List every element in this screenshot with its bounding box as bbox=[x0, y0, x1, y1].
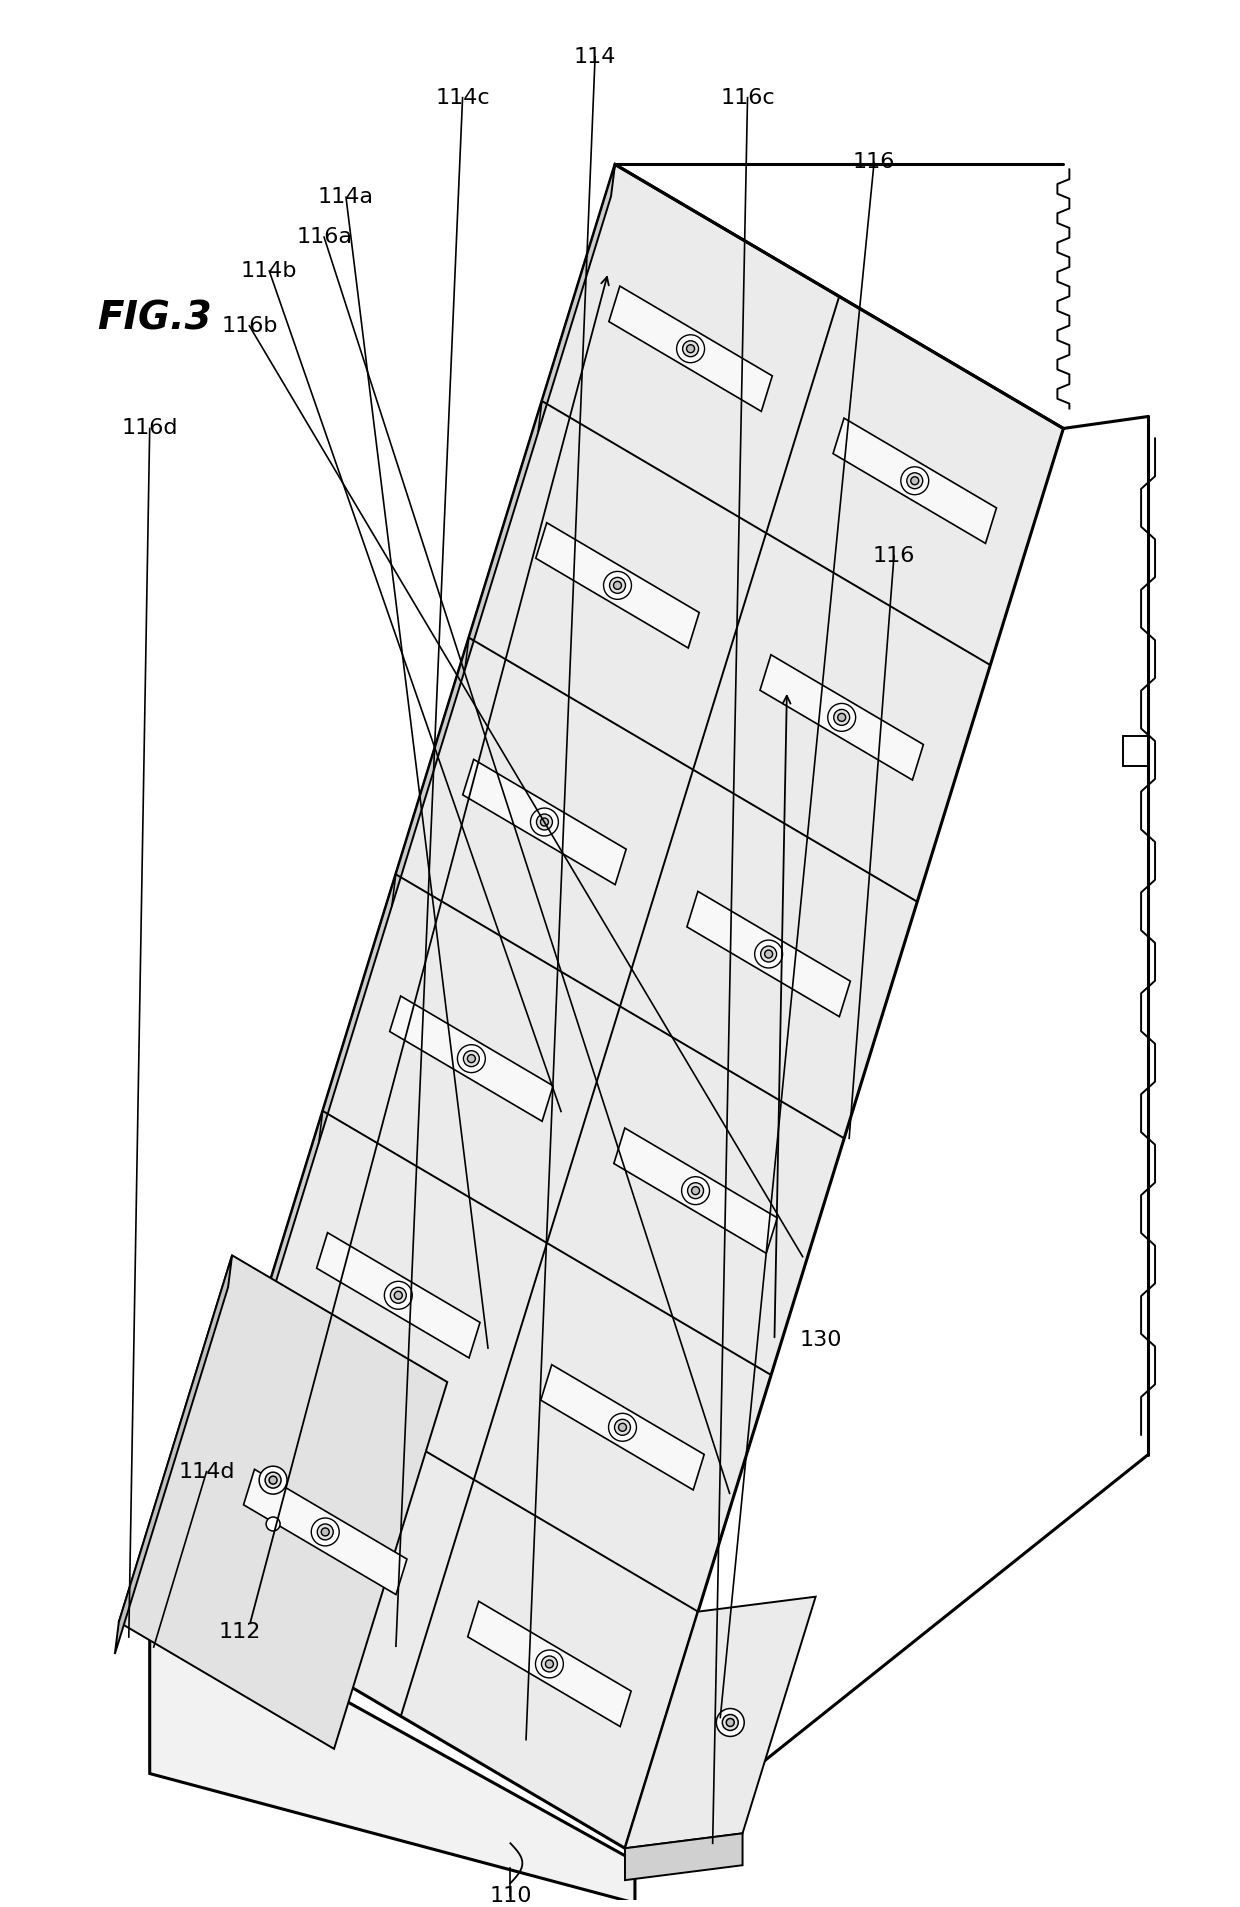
Text: 116c: 116c bbox=[720, 88, 775, 107]
Circle shape bbox=[321, 1528, 330, 1535]
Text: 110: 110 bbox=[489, 1886, 532, 1907]
Polygon shape bbox=[176, 164, 1064, 1848]
Circle shape bbox=[828, 704, 856, 732]
Text: 114c: 114c bbox=[435, 88, 490, 107]
Circle shape bbox=[682, 341, 698, 357]
Circle shape bbox=[269, 1476, 277, 1484]
Circle shape bbox=[619, 1423, 626, 1432]
Text: 116a: 116a bbox=[296, 227, 352, 248]
Circle shape bbox=[910, 477, 919, 484]
Text: 116: 116 bbox=[873, 545, 915, 566]
Polygon shape bbox=[316, 1232, 480, 1358]
Circle shape bbox=[615, 1419, 630, 1436]
Text: 114: 114 bbox=[574, 48, 616, 67]
Circle shape bbox=[267, 1516, 280, 1531]
Circle shape bbox=[537, 814, 552, 830]
Polygon shape bbox=[150, 1592, 635, 1903]
Polygon shape bbox=[467, 1602, 631, 1726]
Polygon shape bbox=[833, 418, 997, 543]
Polygon shape bbox=[172, 164, 615, 1615]
Circle shape bbox=[536, 1650, 563, 1678]
Polygon shape bbox=[541, 1365, 704, 1489]
Circle shape bbox=[394, 1291, 402, 1299]
Circle shape bbox=[692, 1186, 699, 1194]
Circle shape bbox=[391, 1287, 407, 1302]
Circle shape bbox=[727, 1718, 734, 1726]
Text: 130: 130 bbox=[800, 1329, 842, 1350]
Text: 114d: 114d bbox=[179, 1461, 234, 1482]
Text: 112: 112 bbox=[218, 1623, 260, 1642]
Circle shape bbox=[688, 1182, 703, 1200]
Circle shape bbox=[677, 336, 704, 362]
Circle shape bbox=[467, 1055, 475, 1062]
Polygon shape bbox=[687, 891, 851, 1016]
Circle shape bbox=[765, 950, 773, 957]
Circle shape bbox=[311, 1518, 340, 1547]
Circle shape bbox=[541, 818, 548, 826]
Polygon shape bbox=[463, 759, 626, 885]
Circle shape bbox=[760, 946, 776, 961]
Circle shape bbox=[900, 467, 929, 494]
Text: 116d: 116d bbox=[122, 418, 179, 439]
Polygon shape bbox=[609, 286, 773, 412]
Polygon shape bbox=[760, 654, 924, 780]
Polygon shape bbox=[614, 1129, 777, 1253]
Polygon shape bbox=[536, 523, 699, 648]
Polygon shape bbox=[625, 1596, 816, 1848]
Circle shape bbox=[610, 578, 625, 593]
Circle shape bbox=[609, 1413, 636, 1442]
Circle shape bbox=[259, 1466, 286, 1493]
Text: 114a: 114a bbox=[317, 187, 374, 208]
Circle shape bbox=[906, 473, 923, 488]
Polygon shape bbox=[389, 995, 553, 1121]
Circle shape bbox=[604, 572, 631, 599]
Polygon shape bbox=[625, 1833, 743, 1880]
Circle shape bbox=[265, 1472, 281, 1487]
Circle shape bbox=[717, 1709, 744, 1737]
Circle shape bbox=[614, 582, 621, 589]
Polygon shape bbox=[119, 1255, 448, 1749]
Circle shape bbox=[317, 1524, 334, 1539]
Polygon shape bbox=[243, 1468, 407, 1594]
Text: 114b: 114b bbox=[241, 261, 298, 280]
Circle shape bbox=[384, 1282, 412, 1310]
Text: FIG.3: FIG.3 bbox=[97, 299, 212, 338]
Circle shape bbox=[833, 709, 849, 725]
Circle shape bbox=[682, 1177, 709, 1205]
Circle shape bbox=[542, 1655, 558, 1672]
Circle shape bbox=[531, 809, 558, 835]
Text: 116b: 116b bbox=[221, 317, 278, 336]
Circle shape bbox=[722, 1714, 738, 1730]
Polygon shape bbox=[115, 1255, 232, 1653]
Text: 116: 116 bbox=[853, 153, 895, 172]
Circle shape bbox=[755, 940, 782, 969]
Circle shape bbox=[464, 1051, 480, 1066]
Circle shape bbox=[838, 713, 846, 721]
Circle shape bbox=[546, 1659, 553, 1669]
Circle shape bbox=[687, 345, 694, 353]
Circle shape bbox=[458, 1045, 485, 1072]
